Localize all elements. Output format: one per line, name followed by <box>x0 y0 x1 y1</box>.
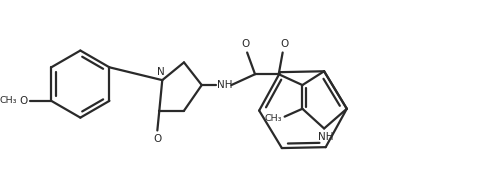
Text: N: N <box>158 67 165 77</box>
Text: CH₃: CH₃ <box>0 96 17 105</box>
Text: NH: NH <box>217 80 232 90</box>
Text: O: O <box>20 96 28 106</box>
Text: NH: NH <box>318 132 334 142</box>
Text: O: O <box>281 39 289 49</box>
Text: CH₃: CH₃ <box>264 114 281 123</box>
Text: O: O <box>153 134 161 144</box>
Text: O: O <box>241 39 249 49</box>
